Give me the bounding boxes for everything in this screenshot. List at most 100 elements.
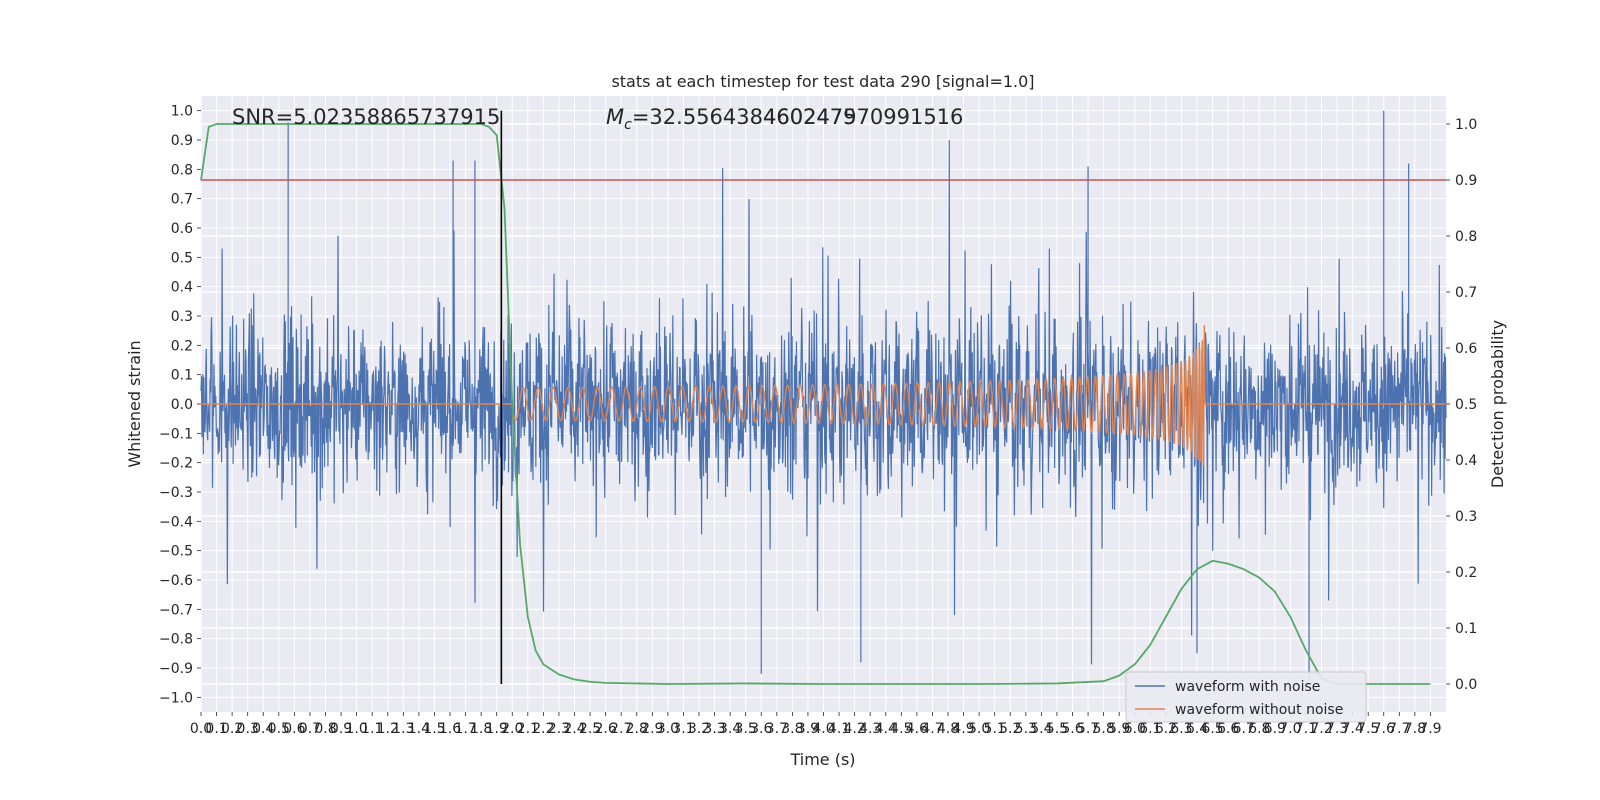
x-tick-label: 4.2 — [843, 721, 865, 737]
y-tick-label-left: −0.9 — [159, 661, 193, 677]
x-tick-label: 7.4 — [1341, 721, 1363, 737]
x-tick-label: 2.4 — [563, 721, 585, 737]
x-tick-label: 4.7 — [921, 721, 943, 737]
x-tick-label: 6.7 — [1233, 721, 1255, 737]
x-tick-label: 1.8 — [470, 721, 492, 737]
y-tick-label-left: −0.4 — [159, 514, 193, 530]
chirp-mass-symbol: M — [606, 105, 624, 129]
x-tick-label: 0.6 — [283, 721, 305, 737]
x-tick-label: 7.8 — [1404, 721, 1426, 737]
x-tick-label: 6.3 — [1170, 721, 1192, 737]
x-tick-label: 2.0 — [501, 721, 523, 737]
x-tick-label: 4.8 — [937, 721, 959, 737]
y-tick-label-left: −0.6 — [159, 573, 193, 589]
chart-title: stats at each timestep for test data 290… — [611, 72, 1034, 91]
y-tick-label-right: 0.7 — [1455, 285, 1477, 301]
y-axis-label-left: Whitened strain — [125, 340, 144, 467]
x-tick-label: 3.4 — [719, 721, 741, 737]
y-tick-label-right: 0.0 — [1455, 677, 1477, 693]
x-tick-label: 4.9 — [952, 721, 974, 737]
x-tick-label: 5.9 — [1108, 721, 1130, 737]
x-tick-label: 0.7 — [299, 721, 321, 737]
legend-label-noise: waveform with noise — [1175, 679, 1320, 695]
x-tick-label: 5.4 — [1030, 721, 1052, 737]
x-axis-label: Time (s) — [789, 750, 855, 769]
x-tick-label: 3.2 — [688, 721, 710, 737]
y-tick-label-left: −0.8 — [159, 632, 193, 648]
y-tick-label-right: 0.4 — [1455, 453, 1477, 469]
x-tick-label: 1.3 — [392, 721, 414, 737]
x-tick-label: 6.0 — [1124, 721, 1146, 737]
x-tick-label: 2.3 — [548, 721, 570, 737]
x-tick-label: 1.5 — [423, 721, 445, 737]
x-tick-label: 3.3 — [703, 721, 725, 737]
y-tick-label-left: −0.7 — [159, 602, 193, 618]
x-tick-label: 4.1 — [828, 721, 850, 737]
clean-waveform — [201, 325, 1446, 467]
overlapping-annotation: 4602479 — [763, 105, 857, 129]
x-tick-label: 1.0 — [345, 721, 367, 737]
x-tick-label: 1.2 — [377, 721, 399, 737]
x-tick-label: 4.5 — [890, 721, 912, 737]
chirp-mass-annotation: Mc=32.556438460247570991516 — [606, 105, 963, 133]
x-tick-label: 5.8 — [1092, 721, 1114, 737]
x-tick-label: 4.0 — [812, 721, 834, 737]
x-tick-label: 0.3 — [237, 721, 259, 737]
x-tick-label: 3.1 — [672, 721, 694, 737]
y-tick-label-left: −1.0 — [159, 690, 193, 706]
y-tick-label-left: 0.3 — [171, 309, 193, 325]
y-tick-label-right: 0.9 — [1455, 173, 1477, 189]
x-tick-label: 5.7 — [1077, 721, 1099, 737]
y-tick-label-left: 0.5 — [171, 250, 193, 266]
x-tick-label: 3.8 — [781, 721, 803, 737]
x-tick-label: 0.8 — [314, 721, 336, 737]
x-tick-label: 7.7 — [1388, 721, 1410, 737]
x-tick-label: 4.6 — [906, 721, 928, 737]
detection-probability — [200, 110, 1446, 685]
x-tick-label: 2.6 — [594, 721, 616, 737]
y-tick-label-left: −0.1 — [159, 426, 193, 442]
x-tick-label: 6.5 — [1201, 721, 1223, 737]
x-tick-label: 0.9 — [330, 721, 352, 737]
x-tick-label: 2.9 — [641, 721, 663, 737]
x-tick-label: 0.5 — [268, 721, 290, 737]
x-tick-label: 0.2 — [221, 721, 243, 737]
x-tick-label: 1.7 — [454, 721, 476, 737]
series-waveform-with-noise — [200, 110, 1447, 683]
y-tick-label-right: 0.5 — [1455, 397, 1477, 413]
x-tick-label: 3.9 — [797, 721, 819, 737]
x-tick-label: 2.2 — [532, 721, 554, 737]
series-detection-probability — [200, 123, 1431, 685]
x-tick-label: 1.1 — [361, 721, 383, 737]
x-tick-label: 6.1 — [1139, 721, 1161, 737]
x-tick-label: 6.6 — [1217, 721, 1239, 737]
x-tick-label: 5.0 — [968, 721, 990, 737]
y-axis-label-right: Detection probability — [1488, 320, 1507, 488]
x-tick-label: 3.6 — [750, 721, 772, 737]
x-tick-label: 4.4 — [875, 721, 897, 737]
x-tick-label: 7.9 — [1419, 721, 1441, 737]
y-tick-label-left: 0.2 — [171, 338, 193, 354]
x-tick-label: 5.3 — [1015, 721, 1037, 737]
y-tick-label-left: 1.0 — [171, 104, 193, 120]
x-tick-label: 7.1 — [1295, 721, 1317, 737]
x-tick-label: 2.7 — [610, 721, 632, 737]
x-tick-label: 3.7 — [766, 721, 788, 737]
x-tick-label: 0.1 — [205, 721, 227, 737]
y-tick-label-right: 0.3 — [1455, 509, 1477, 525]
x-tick-label: 5.6 — [1061, 721, 1083, 737]
y-tick-label-left: 0.0 — [171, 397, 193, 413]
chirp-mass-value: =32.556438460247570991516 — [632, 105, 964, 129]
y-tick-label-right: 0.8 — [1455, 229, 1477, 245]
y-tick-label-left: 0.6 — [171, 221, 193, 237]
y-tick-label-left: −0.2 — [159, 456, 193, 472]
x-tick-label: 7.5 — [1357, 721, 1379, 737]
x-tick-label: 5.5 — [1046, 721, 1068, 737]
x-tick-label: 6.9 — [1264, 721, 1286, 737]
y-tick-label-left: 0.7 — [171, 192, 193, 208]
y-tick-label-left: 0.4 — [171, 280, 193, 296]
legend: waveform with noise waveform without noi… — [1125, 671, 1367, 723]
x-tick-label: 6.4 — [1186, 721, 1208, 737]
x-tick-label: 2.1 — [517, 721, 539, 737]
